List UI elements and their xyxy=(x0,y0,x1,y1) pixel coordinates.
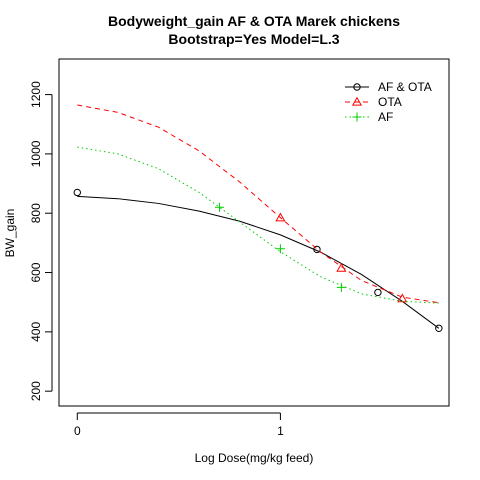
data-point-af-ota xyxy=(435,324,443,332)
data-point-af-ota xyxy=(374,288,382,297)
x-tick-label: 0 xyxy=(74,424,81,438)
series-ota xyxy=(77,104,439,304)
y-tick-label: 200 xyxy=(29,381,43,401)
series-line-af xyxy=(77,146,439,304)
y-tick-label: 1200 xyxy=(29,81,43,108)
data-point-ota xyxy=(336,262,347,272)
data-point-af-ota xyxy=(73,188,81,197)
data-point-af xyxy=(275,244,285,254)
y-axis-label: BW_gain xyxy=(3,209,17,258)
series-line-af-ota xyxy=(77,195,440,329)
y-tick-label: 600 xyxy=(29,262,43,282)
series-layer xyxy=(73,104,443,332)
chart-title: Bodyweight_gain AF & OTA Marek chickens xyxy=(108,13,400,29)
data-point-af xyxy=(214,202,224,212)
y-tick-label: 400 xyxy=(29,322,43,342)
legend-marker-ota xyxy=(351,96,363,106)
legend-label-ota: OTA xyxy=(378,95,402,109)
data-point-ota xyxy=(275,212,286,222)
series-line-ota xyxy=(77,104,439,304)
x-axis-label: Log Dose(mg/kg feed) xyxy=(195,451,314,465)
legend-label-af-ota: AF & OTA xyxy=(378,80,432,94)
y-tick-label: 1000 xyxy=(29,140,43,167)
plot-frame xyxy=(58,58,450,407)
data-point-af xyxy=(336,282,346,292)
x-tick-label: 1 xyxy=(277,424,284,438)
chart-subtitle: Bootstrap=Yes Model=L.3 xyxy=(168,31,339,47)
y-tick-label: 800 xyxy=(29,203,43,223)
legend-marker-af-ota xyxy=(353,83,361,91)
data-point-af-ota xyxy=(313,245,321,254)
series-af-ota xyxy=(73,188,443,332)
legend-marker-af xyxy=(352,112,362,122)
legend-label-af: AF xyxy=(378,110,393,124)
series-af xyxy=(77,146,439,304)
